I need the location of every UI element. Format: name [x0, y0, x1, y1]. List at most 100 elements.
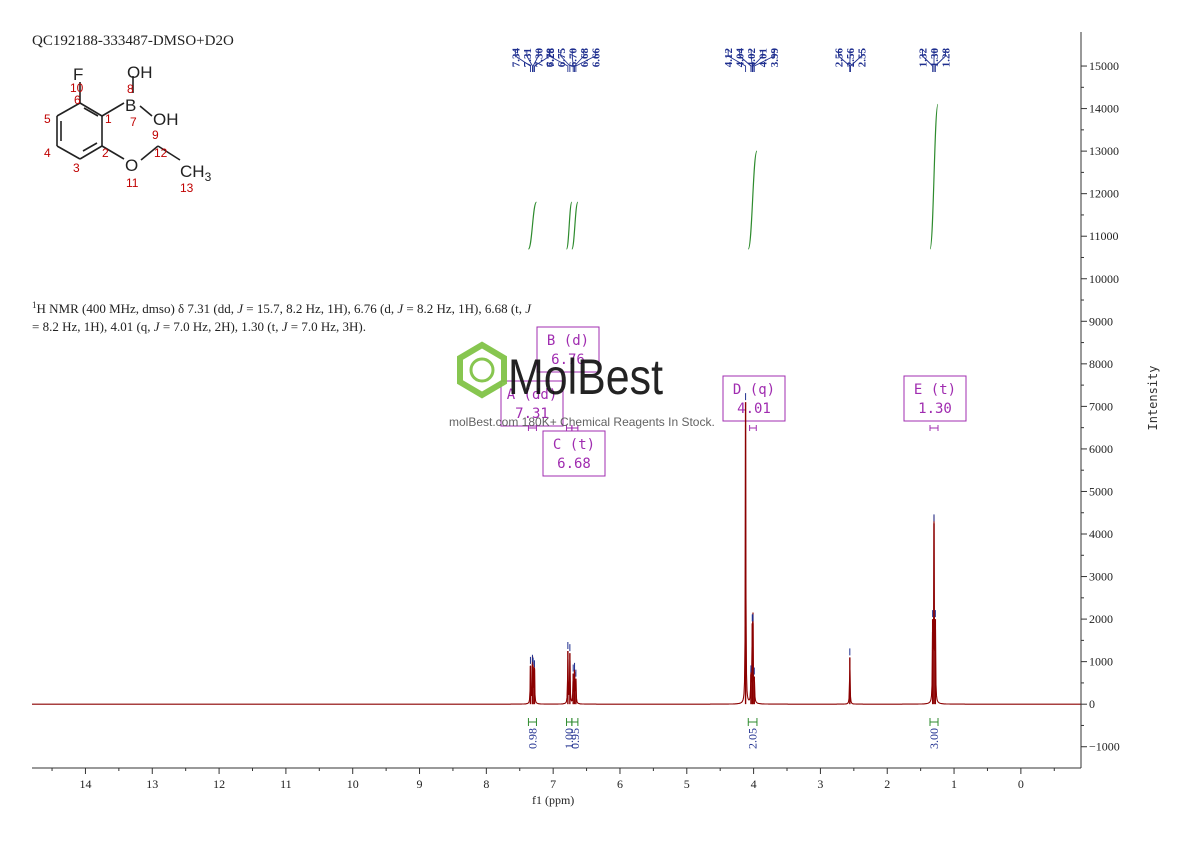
atom-b: B — [125, 96, 136, 115]
peak-label: 4.01 — [758, 48, 770, 67]
x-tick-label: 8 — [483, 777, 489, 791]
atom-number: 11 — [126, 176, 139, 190]
atom-number: 8 — [127, 82, 134, 96]
y-axis-label: Intensity — [1146, 365, 1160, 430]
atom-number: 12 — [154, 146, 168, 160]
multiplet-label: A (dd) — [507, 387, 558, 403]
y-tick-label: 3000 — [1089, 570, 1113, 584]
multiplet-boxes: A (dd) 7.31 B (d) 6.76 C (t) 6.68 D (q) 4.01 E (… — [500, 326, 967, 477]
y-axis: −1000 0 1000 2000 3000 4000 5000 6000 7000 8000 90… — [1080, 32, 1160, 768]
atom-number: 1 — [105, 112, 112, 126]
integral-curves — [527, 103, 939, 250]
watermark-brand: MolBest — [508, 349, 663, 405]
atom-oh-top: OH — [127, 63, 153, 82]
integral-curve — [565, 201, 573, 250]
peak-label-connector — [575, 50, 596, 72]
peak-label: 4.02 — [746, 48, 758, 68]
peak-label-connector — [753, 50, 775, 72]
atom-number: 2 — [102, 146, 109, 160]
x-tick-label: 1 — [951, 777, 957, 791]
peak-label: 4.12 — [723, 48, 735, 68]
peak-label-connector — [727, 50, 747, 72]
atom-number: 4 — [44, 146, 51, 160]
peak-label-connector — [526, 50, 533, 72]
multiplet-shift: 6.68 — [557, 456, 591, 472]
x-tick-label: 4 — [751, 777, 757, 791]
y-tick-label: 14000 — [1089, 102, 1119, 116]
multiplet-label: D (q) — [733, 382, 775, 398]
integral-value: 0.98 — [525, 728, 539, 749]
peak-label-connector — [922, 50, 934, 72]
nmr-description-line-2: = 8.2 Hz, 1H), 4.01 (q, J = 7.0 Hz, 2H),… — [32, 319, 366, 334]
sample-id: QC192188-333487-DMSO+D2O — [32, 33, 234, 49]
integral-value: 0.95 — [568, 728, 582, 749]
y-tick-label: 15000 — [1089, 59, 1119, 73]
x-axis-label: f1 (ppm) — [532, 793, 574, 807]
x-tick-label: 7 — [550, 777, 556, 791]
y-tick-label: −1000 — [1089, 740, 1120, 754]
integral-curve — [571, 201, 579, 250]
peak-label-connector — [752, 50, 764, 72]
hexagon-logo-inner-icon — [469, 357, 495, 383]
y-tick-label: 9000 — [1089, 314, 1113, 328]
integral-value: 1.00 — [562, 728, 576, 749]
y-tick-label: 0 — [1089, 697, 1095, 711]
atom-number: 10 — [70, 81, 84, 95]
atom-number: 6 — [74, 93, 81, 107]
y-tick-label: 7000 — [1089, 399, 1113, 413]
atom-number: 5 — [44, 112, 51, 126]
peak-label-connector — [850, 50, 862, 72]
integral-value: 2.05 — [746, 728, 760, 749]
multiplet-label: B (d) — [547, 333, 589, 349]
peak-label: 6.68 — [579, 48, 591, 68]
x-tick-label: 3 — [817, 777, 823, 791]
peak-label: 2.56 — [845, 48, 857, 68]
peak-label: 6.78 — [544, 48, 556, 68]
y-tick-label: 11000 — [1089, 229, 1119, 243]
multiplet-label: C (t) — [553, 437, 595, 453]
spectrum-line — [32, 425, 1081, 705]
y-tick-label: 13000 — [1089, 144, 1119, 158]
integral-curve — [747, 150, 758, 250]
multiplet-box-a — [500, 380, 564, 427]
x-axis: 14 13 12 11 10 9 8 7 6 5 4 3 2 1 0f1 (ppm) — [32, 767, 1081, 807]
peak-label: 7.34 — [510, 48, 522, 68]
peak-label: 6.70 — [567, 48, 579, 68]
atom-number: 9 — [152, 128, 159, 142]
x-tick-label: 9 — [417, 777, 423, 791]
hexagon-logo-icon — [457, 341, 507, 399]
multiplet-label: E (t) — [914, 382, 956, 398]
peak-labels: 7.34 7.31 7.30 7.286.78 6.75 6.70 6.68 6.66 4.12… — [510, 48, 953, 72]
x-tick-label: 5 — [684, 777, 690, 791]
peak-label-connector — [534, 50, 551, 72]
peak-label-connector — [560, 50, 571, 72]
x-tick-label: 0 — [1018, 777, 1024, 791]
peak-label-connector — [934, 50, 946, 72]
integral-curve — [527, 201, 538, 250]
atom-number: 13 — [180, 181, 194, 195]
x-tick-label: 12 — [213, 777, 225, 791]
peak-label: 1.30 — [929, 48, 941, 68]
nmr-description-line-1: 1H NMR (400 MHz, dmso) δ 7.31 (dd, J = 1… — [32, 300, 532, 316]
y-tick-label: 2000 — [1089, 612, 1113, 626]
atom-ch3: CH3 — [180, 162, 212, 184]
integral-curve — [929, 103, 939, 250]
x-tick-label: 14 — [79, 777, 91, 791]
multiplet-shift: 7.31 — [515, 406, 549, 422]
watermark: MolBest molBest.com 180K+ Chemical Reage… — [449, 341, 715, 429]
peak-label-connector — [750, 50, 753, 72]
multiplet-shift: 6.76 — [551, 352, 585, 368]
x-tick-label: 2 — [884, 777, 890, 791]
peak-label: 7.28 — [545, 48, 557, 68]
y-tick-label: 6000 — [1089, 442, 1113, 456]
atom-o: O — [125, 156, 138, 175]
multiplet-shift: 1.30 — [918, 401, 952, 417]
multiplet-shift: 4.01 — [737, 401, 771, 417]
spectrum — [32, 393, 1081, 705]
peak-label-connector — [548, 50, 569, 72]
multiplet-box-c — [542, 430, 606, 477]
peak-label-connector — [514, 50, 531, 72]
x-tick-label: 10 — [347, 777, 359, 791]
peak-label: 2.55 — [857, 48, 869, 68]
